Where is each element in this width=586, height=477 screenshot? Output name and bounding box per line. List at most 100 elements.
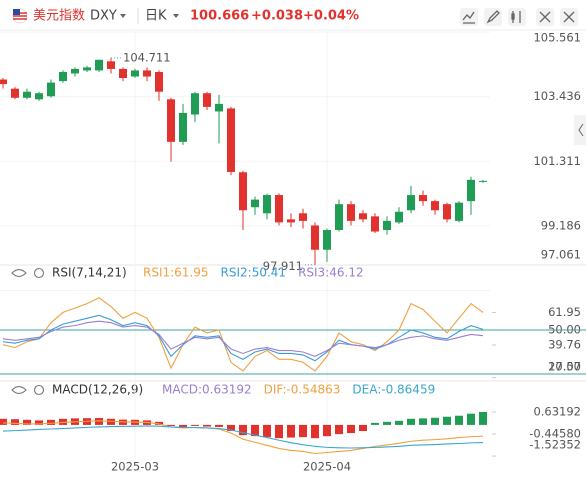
candle-body: [191, 93, 199, 115]
candle-body: [0, 79, 7, 85]
side-toggle[interactable]: [574, 115, 586, 145]
candle-body: [215, 103, 223, 112]
chart-type-icon: [511, 11, 521, 23]
histogram-bar: [467, 413, 475, 425]
histogram-bar: [35, 420, 43, 425]
x-tick-label: 2025-04: [303, 460, 351, 474]
eye-icon[interactable]: [11, 385, 27, 395]
candle-body: [143, 70, 151, 77]
fullscreen-icon: [539, 11, 551, 23]
candle-body: [467, 179, 475, 202]
instrument-symbol[interactable]: DXY: [90, 9, 117, 24]
histogram-bar: [431, 417, 439, 425]
flag-icon: [12, 8, 28, 24]
candle-body: [395, 211, 403, 223]
side-toggle-icon: [578, 123, 584, 137]
macd-title: MACD(12,26,9): [52, 383, 143, 397]
candle-body: [251, 199, 259, 208]
candle-body: [431, 201, 439, 211]
candle-body: [347, 204, 355, 221]
candle-body: [155, 71, 163, 92]
histogram-bar: [11, 419, 19, 425]
histogram-bar: [179, 424, 187, 427]
gear-icon[interactable]: [33, 384, 45, 396]
histogram-bar: [23, 419, 31, 425]
indicator-line: [2, 425, 484, 449]
histogram-bar: [395, 420, 403, 425]
dropdown-arrow[interactable]: [173, 14, 179, 18]
histogram-bar: [275, 424, 283, 439]
legend-entry: DEA:-0.86459: [352, 383, 435, 397]
y-tick-label: 39.76: [548, 338, 581, 352]
indicator-line: [2, 314, 484, 362]
histogram-bar: [335, 424, 343, 435]
y-tick-label: 99.186: [541, 218, 581, 232]
indicator-line: [2, 420, 484, 455]
histogram-bar: [191, 424, 199, 426]
candle-body: [119, 68, 127, 79]
candle-body: [335, 204, 343, 231]
candle-body: [59, 71, 67, 82]
histogram-bar: [263, 424, 271, 438]
legend-entry: DIF:-0.54863: [264, 383, 341, 397]
dropdown-arrow[interactable]: [120, 14, 126, 18]
low-label: 97.911: [263, 259, 303, 273]
candle-body: [35, 93, 43, 100]
y-tick-label: 17.57: [548, 360, 581, 374]
y-tick-label: -0.44580: [529, 427, 581, 441]
y-tick-label: 105.561: [533, 31, 581, 45]
histogram-bar: [383, 421, 391, 425]
candle-body: [179, 112, 187, 142]
legend-entry: RSI3:46.12: [298, 266, 364, 280]
candle-body: [287, 219, 295, 223]
candle-body: [311, 225, 319, 250]
candle-body: [239, 172, 247, 211]
candle-body: [71, 68, 79, 74]
chart-type-button[interactable]: [508, 8, 526, 26]
histogram-bar: [59, 418, 67, 425]
candle-body: [167, 99, 175, 142]
histogram-bar: [287, 424, 295, 438]
y-tick-label: 61.95: [548, 305, 581, 319]
candle-body: [107, 61, 115, 69]
high-label: 104.711: [123, 50, 171, 64]
y-tick-label: 101.311: [533, 154, 581, 168]
eye-icon[interactable]: [11, 268, 27, 278]
x-tick-label: 2025-03: [111, 460, 159, 474]
histogram-bar: [323, 424, 331, 437]
y-tick-label: 20.00: [548, 360, 581, 374]
y-tick-label: 103.436: [533, 89, 581, 103]
instrument-name[interactable]: 美元指数: [33, 9, 85, 24]
indicator-icon: [462, 11, 475, 24]
histogram-bar: [455, 415, 463, 425]
histogram-bar: [359, 424, 367, 432]
histogram-bar: [215, 424, 223, 427]
candle-body: [263, 195, 271, 214]
histogram-bar: [227, 424, 235, 432]
histogram-bar: [95, 417, 103, 425]
legend-entry: RSI2:50.41: [221, 266, 287, 280]
indicator-line: [2, 320, 484, 357]
candle-body: [203, 93, 211, 107]
candle-body: [383, 220, 391, 231]
period[interactable]: 日K: [145, 9, 167, 24]
histogram-bar: [203, 424, 211, 427]
y-tick-label: -1.52352: [529, 438, 581, 452]
histogram-bar: [347, 424, 355, 434]
candle-body: [479, 180, 487, 182]
candle-body: [95, 59, 103, 71]
candle-body: [455, 202, 463, 221]
histogram-bar: [311, 424, 319, 439]
histogram-bar: [443, 416, 451, 425]
candle-body: [371, 216, 379, 232]
histogram-bar: [0, 418, 7, 425]
histogram-bar: [107, 418, 115, 425]
histogram-bar: [239, 424, 247, 436]
histogram-bar: [371, 422, 379, 425]
legend-entry: MACD:0.63192: [162, 383, 252, 397]
gear-icon[interactable]: [33, 267, 45, 279]
histogram-bar: [299, 424, 307, 438]
candle-body: [419, 195, 427, 202]
y-tick-label: 97.061: [541, 248, 581, 262]
